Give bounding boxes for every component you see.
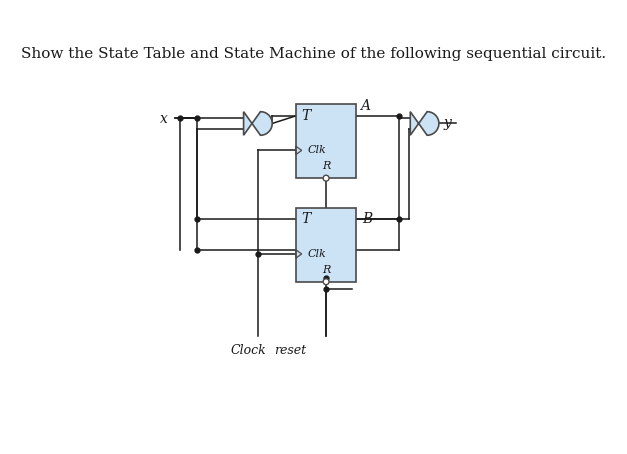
Text: Clk: Clk [308, 145, 326, 155]
Text: B: B [362, 212, 372, 227]
Text: x: x [160, 112, 168, 126]
PathPatch shape [244, 112, 272, 135]
Circle shape [323, 279, 329, 285]
Circle shape [323, 175, 329, 181]
Bar [296, 207, 356, 282]
Text: R: R [322, 265, 330, 275]
PathPatch shape [410, 112, 439, 135]
Text: Clk: Clk [308, 249, 326, 259]
Text: Show the State Table and State Machine of the following sequential circuit.: Show the State Table and State Machine o… [21, 47, 606, 61]
Text: y: y [444, 117, 452, 130]
Text: R: R [322, 161, 330, 172]
Text: A: A [360, 99, 370, 113]
Text: Clock: Clock [231, 344, 266, 357]
Text: T: T [302, 212, 311, 227]
Text: reset: reset [274, 344, 306, 357]
Text: T: T [302, 109, 311, 123]
Bar [296, 104, 356, 178]
